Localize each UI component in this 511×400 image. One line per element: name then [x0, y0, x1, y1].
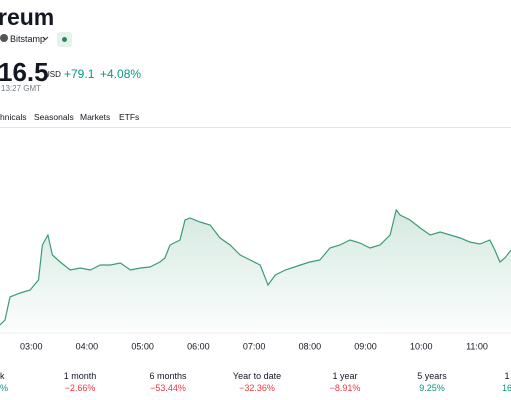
area-fill: [0, 210, 511, 330]
period-label: k: [0, 371, 5, 381]
period-label: 1 year: [332, 371, 358, 381]
x-tick-label: 06:00: [187, 341, 210, 351]
period-change: %: [0, 383, 9, 393]
period-label: 1 month: [63, 371, 97, 381]
period-label: 1: [504, 371, 510, 381]
tab[interactable]: Seasonals: [34, 112, 74, 122]
period-change: −53.44%: [150, 383, 186, 393]
exchange-name[interactable]: Bitstamp: [10, 34, 46, 44]
period-label: 5 years: [417, 371, 447, 381]
status-button[interactable]: [57, 32, 72, 47]
period-change: 16: [501, 383, 511, 393]
x-tick-label: 03:00: [20, 341, 43, 351]
x-tick-label: 11:00: [466, 341, 488, 351]
price-line: [0, 208, 511, 326]
period-change: −2.66%: [64, 383, 96, 393]
change: +79.1: [64, 67, 95, 81]
tab[interactable]: Markets: [80, 112, 111, 122]
change-percent: +4.08%: [100, 67, 142, 81]
x-tick-label: 10:00: [410, 341, 433, 351]
chevron[interactable]: [42, 36, 49, 41]
x-tick-label: 09:00: [354, 341, 377, 351]
chart: 03:00 04:00 05:00 06:00 07:00 08:00 09:00 10:00…: [0, 208, 511, 351]
period-label: Year to date: [232, 371, 282, 381]
tab[interactable]: hnicals: [0, 112, 27, 122]
exchange-icon: [0, 34, 8, 42]
x-tick-label: 07:00: [243, 341, 266, 351]
x-tick-label: 08:00: [299, 341, 322, 351]
timestamp: 13:27 GMT: [1, 84, 42, 93]
x-tick-label: 05:00: [131, 341, 154, 351]
currency: USD: [44, 70, 61, 79]
tab[interactable]: ETFs: [119, 112, 140, 122]
period-label: 6 months: [149, 371, 187, 381]
tab-divider: [0, 127, 511, 128]
period-change: −8.91%: [329, 383, 361, 393]
period-change: 9.25%: [419, 383, 445, 393]
price: 16.5: [0, 57, 49, 87]
period-change: −32.36%: [239, 383, 275, 393]
symbol-title: reum: [0, 4, 55, 30]
x-tick-label: 04:00: [76, 341, 99, 351]
